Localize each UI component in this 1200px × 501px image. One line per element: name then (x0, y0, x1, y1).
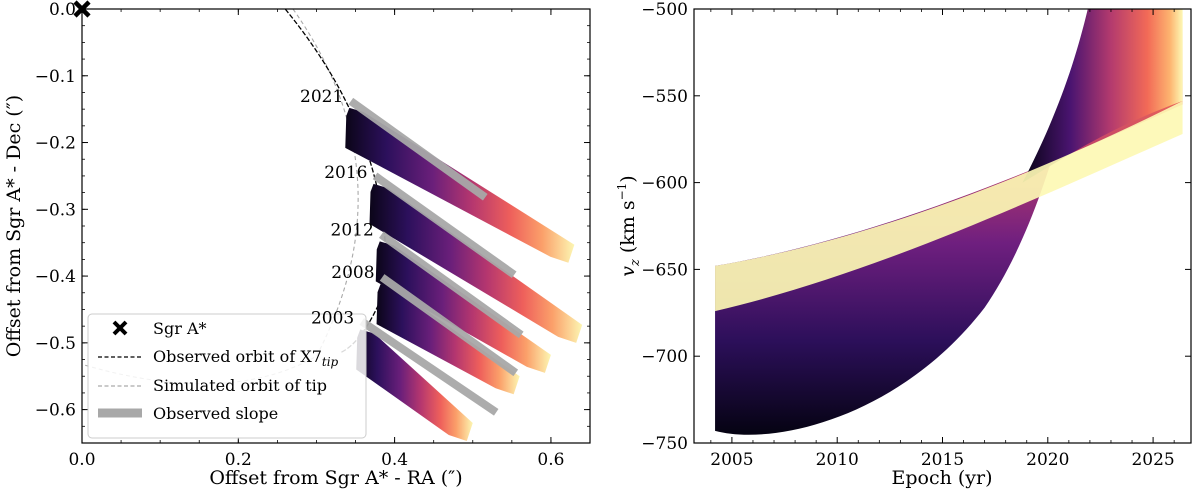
left-xtick-label: 0.4 (381, 450, 408, 470)
legend-box (87, 313, 367, 439)
slope-2016 (372, 172, 517, 279)
left-ytick-label: −0.5 (35, 334, 76, 354)
right-ytick-label: −550 (641, 87, 688, 107)
right-xtick-label: 2005 (710, 450, 753, 470)
epoch-label-2021: 2021 (300, 87, 343, 107)
right-xtick-label: 2015 (921, 450, 964, 470)
slope-2021 (348, 97, 488, 201)
right-ytick-label: −650 (641, 260, 688, 280)
legend-label-orbit-sub: tip (322, 355, 339, 369)
left-ytick-label: 0.0 (49, 0, 76, 20)
legend-label-orbit: Observed orbit of X7tip (153, 347, 339, 369)
left-xtick-label: 0.0 (68, 450, 95, 470)
right-xtick-label: 2025 (1131, 450, 1174, 470)
streak-2003 (356, 329, 473, 441)
left-xtick-label: 0.2 (225, 450, 252, 470)
right-ylabel-units-sup: −1 (615, 183, 629, 201)
left-ticks: 0.0 0.2 0.4 0.6 0.0 −0.1 −0.2 −0.3 −0.4 −0.5 −0.6 (35, 0, 590, 470)
right-xlabel: Epoch (yr) (891, 467, 992, 489)
left-xtick-label: 0.6 (537, 450, 564, 470)
left-ytick-label: −0.3 (35, 200, 76, 220)
legend: Sgr A* Observed orbit of X7tip Simulated… (87, 313, 367, 439)
legend-sgr-marker (112, 320, 128, 336)
right-ytick-label: −500 (641, 0, 688, 20)
left-ytick-label: −0.1 (35, 67, 76, 87)
streak-2016 (369, 183, 583, 343)
legend-label-orbit-text: Observed orbit of X7 (153, 347, 322, 366)
right-xtick-label: 2020 (1026, 450, 1069, 470)
right-ylabel-units: (km s (617, 200, 639, 253)
right-panel: 2005 2010 2015 2020 2025 −500 −550 −600 −650 −700… (615, 0, 1192, 489)
legend-label-sim: Simulated orbit of tip (153, 376, 327, 395)
vz-light-band (715, 101, 1183, 312)
epoch-label-2016: 2016 (324, 163, 367, 183)
slope-2012 (379, 231, 524, 339)
right-xtick-label: 2010 (816, 450, 859, 470)
slope-2008 (379, 274, 519, 377)
right-ylabel-units-close: ) (617, 175, 639, 182)
right-ytick-label: −600 (641, 174, 688, 194)
right-ticks: 2005 2010 2015 2020 2025 −500 −550 −600 −650 −700… (641, 0, 1191, 470)
right-ytick-label: −700 (641, 347, 688, 367)
vz-upper-fan (1022, 9, 1183, 183)
left-xlabel: Offset from Sgr A* - RA (″) (209, 467, 462, 489)
left-ytick-label: −0.2 (35, 134, 76, 154)
streak-2008 (376, 284, 520, 395)
epoch-label-2003: 2003 (311, 308, 354, 328)
right-ylabel-sub: z (628, 259, 643, 267)
left-ylabel: Offset from Sgr A* - Dec (″) (3, 95, 25, 357)
streak-2012 (375, 241, 551, 373)
left-ytick-label: −0.4 (35, 267, 76, 287)
sgr-a-star-marker (73, 0, 91, 18)
right-ytick-label: −750 (641, 434, 688, 454)
legend-label-sgr: Sgr A* (153, 319, 207, 338)
right-ylabel-symbol: v (617, 266, 639, 277)
epoch-label-2012: 2012 (331, 220, 374, 240)
left-panel: 0.0 0.2 0.4 0.60.0−0.1−0.2−0.3−0.4−0.5−0.6 … (3, 0, 591, 489)
epoch-label-2008: 2008 (331, 263, 374, 283)
left-plot-area (82, 9, 583, 441)
right-plot-area (715, 9, 1183, 435)
legend-label-slope: Observed slope (153, 404, 278, 423)
streak-2021 (345, 107, 575, 263)
right-ylabel: vz (km s−1) (615, 175, 643, 276)
left-ytick-label: −0.6 (35, 401, 76, 421)
slope-2003 (359, 318, 499, 416)
